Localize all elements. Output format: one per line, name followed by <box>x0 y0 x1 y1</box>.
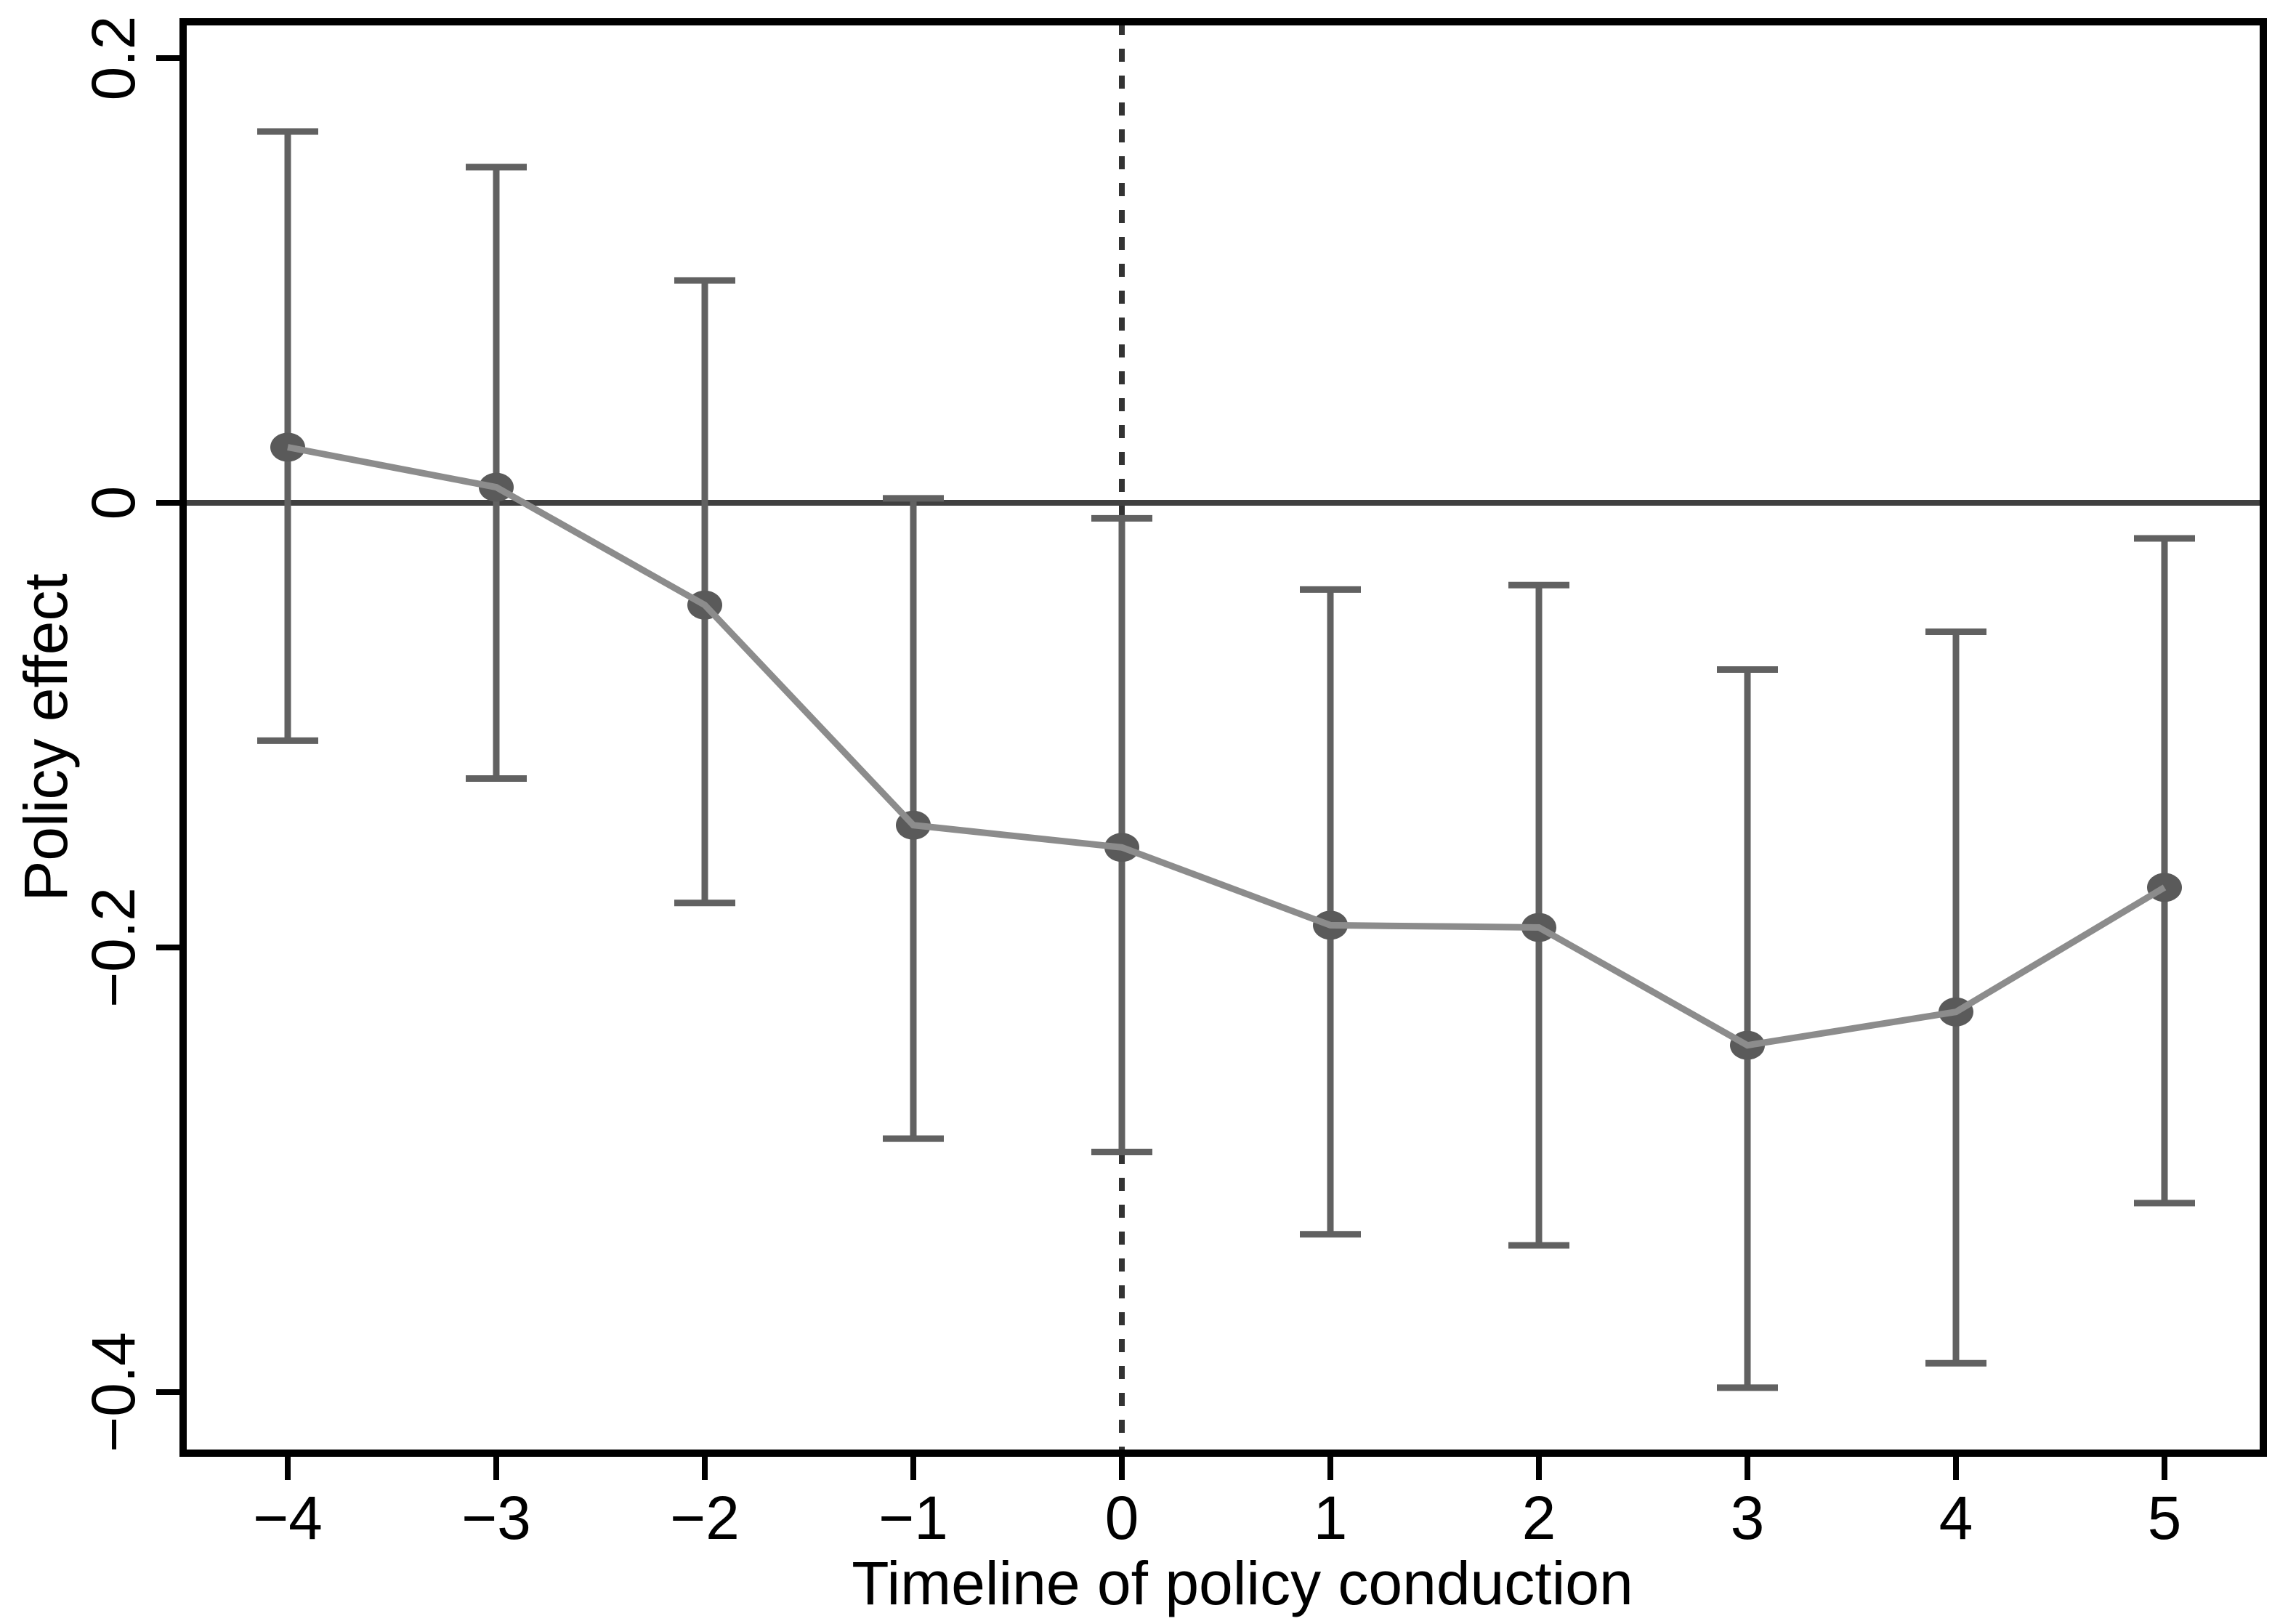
x-tick-label: −1 <box>878 1484 948 1552</box>
x-tick-label: 3 <box>1731 1484 1765 1552</box>
series-line-layer <box>287 444 2167 1049</box>
y-tick-label: −0.4 <box>79 1332 147 1452</box>
x-axis-title: Timeline of policy conduction <box>852 1549 1633 1617</box>
data-points-layer <box>270 432 2182 1060</box>
x-tick-label: 2 <box>1522 1484 1556 1552</box>
x-tick-label: −3 <box>461 1484 531 1552</box>
axis-ticks-layer <box>156 55 2167 1480</box>
y-tick-label: 0 <box>79 486 147 520</box>
tick-labels-layer: 0.2 0 −0.2 −0.4 −4 −3 −2 −1 0 1 2 3 4 5 <box>79 16 2181 1552</box>
x-tick-label: −4 <box>253 1484 323 1552</box>
x-tick-label: 5 <box>2148 1484 2182 1552</box>
x-tick-label: −2 <box>670 1484 740 1552</box>
error-bar <box>1717 666 1778 1391</box>
y-axis-title: Policy effect <box>12 573 80 901</box>
plot-frame-layer <box>179 18 2267 1457</box>
x-tick-label: 1 <box>1314 1484 1348 1552</box>
y-tick-label: −0.2 <box>79 887 147 1008</box>
plot-frame <box>179 18 2267 1457</box>
x-tick-label: 4 <box>1939 1484 1973 1552</box>
series-line <box>287 444 2167 1049</box>
error-bars-layer <box>257 128 2195 1391</box>
x-tick-label: 0 <box>1105 1484 1139 1552</box>
error-bar <box>2134 535 2195 1207</box>
y-tick-label: 0.2 <box>79 16 147 101</box>
